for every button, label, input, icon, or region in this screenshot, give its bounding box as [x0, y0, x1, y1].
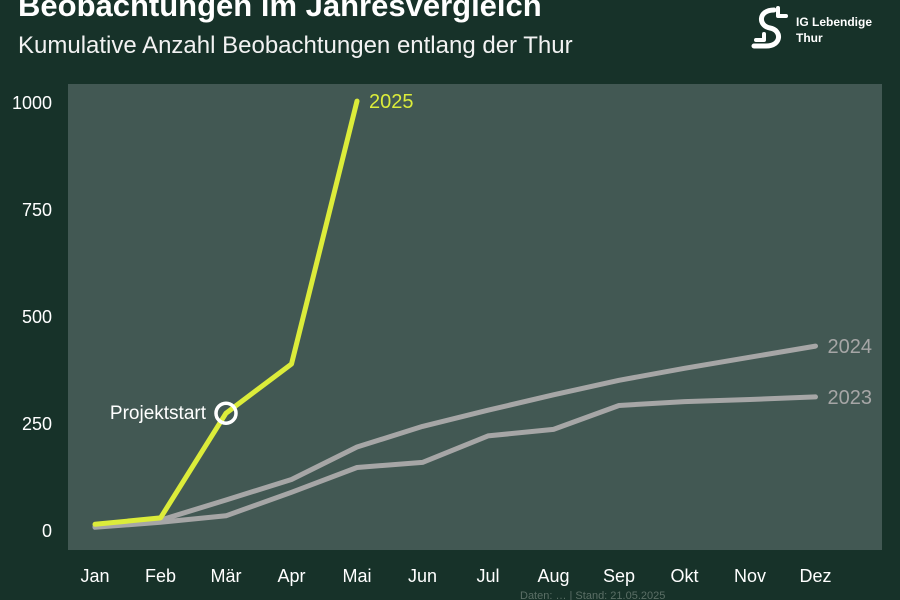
y-tick-label: 250	[22, 414, 52, 434]
footer-source: Daten: … | Stand: 21.05.2025	[520, 590, 666, 600]
series-line-2025	[92, 98, 360, 527]
plot-area	[68, 84, 882, 550]
x-tick-label: Aug	[537, 566, 569, 586]
series-label-2023: 2023	[828, 387, 873, 409]
x-tick-label: Apr	[277, 566, 305, 586]
x-tick-label: Mai	[342, 566, 371, 586]
y-tick-label: 0	[42, 521, 52, 541]
x-tick-label: Feb	[145, 566, 176, 586]
series-line-2024	[92, 343, 818, 529]
chart-subtitle: Kumulative Anzahl Beobachtungen entlang …	[18, 32, 573, 59]
series-label-2024: 2024	[828, 336, 873, 358]
annotation-label: Projektstart	[110, 403, 207, 424]
y-tick-label: 1000	[12, 93, 52, 113]
series-label-2025: 2025	[369, 91, 414, 113]
x-tick-label: Mär	[211, 566, 242, 586]
x-tick-label: Nov	[734, 566, 766, 586]
chart-title: Beobachtungen im Jahresvergleich	[18, 0, 542, 23]
logo-line-2: Thur	[796, 31, 823, 45]
annotation-marker	[214, 401, 238, 425]
logo: IG Lebendige Thur	[748, 4, 888, 52]
x-tick-label: Jul	[476, 566, 499, 586]
x-tick-label: Jan	[80, 566, 109, 586]
river-s-logo-icon	[751, 6, 788, 49]
series-line-2023	[92, 394, 818, 530]
x-tick-label: Sep	[603, 566, 635, 586]
x-tick-label: Dez	[799, 566, 831, 586]
y-tick-label: 750	[22, 200, 52, 220]
x-tick-label: Jun	[408, 566, 437, 586]
y-tick-label: 500	[22, 307, 52, 327]
logo-text: IG Lebendige Thur	[796, 14, 872, 46]
logo-line-1: IG Lebendige	[796, 15, 873, 29]
x-tick-label: Okt	[670, 566, 698, 586]
